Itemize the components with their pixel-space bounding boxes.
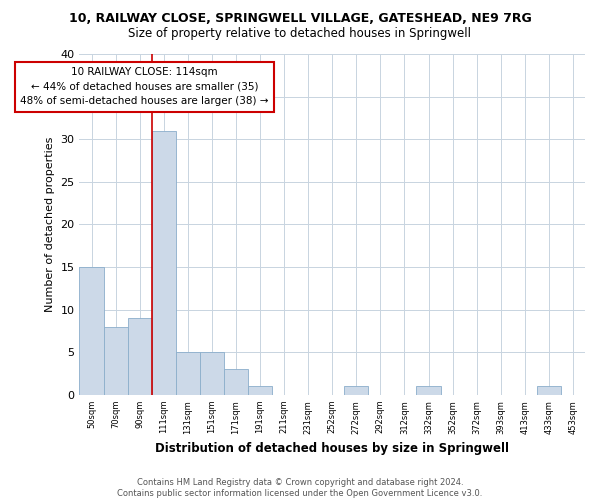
- Y-axis label: Number of detached properties: Number of detached properties: [45, 137, 55, 312]
- Bar: [128, 318, 152, 395]
- Bar: [200, 352, 224, 395]
- Bar: [416, 386, 440, 395]
- Text: 10, RAILWAY CLOSE, SPRINGWELL VILLAGE, GATESHEAD, NE9 7RG: 10, RAILWAY CLOSE, SPRINGWELL VILLAGE, G…: [68, 12, 532, 26]
- Text: 10 RAILWAY CLOSE: 114sqm
← 44% of detached houses are smaller (35)
48% of semi-d: 10 RAILWAY CLOSE: 114sqm ← 44% of detach…: [20, 67, 269, 106]
- Bar: [248, 386, 272, 395]
- Bar: [176, 352, 200, 395]
- Text: Contains HM Land Registry data © Crown copyright and database right 2024.
Contai: Contains HM Land Registry data © Crown c…: [118, 478, 482, 498]
- Bar: [344, 386, 368, 395]
- Bar: [152, 130, 176, 395]
- Bar: [104, 326, 128, 395]
- Bar: [537, 386, 561, 395]
- Text: Size of property relative to detached houses in Springwell: Size of property relative to detached ho…: [128, 28, 472, 40]
- Bar: [79, 267, 104, 395]
- X-axis label: Distribution of detached houses by size in Springwell: Distribution of detached houses by size …: [155, 442, 509, 455]
- Bar: [224, 370, 248, 395]
